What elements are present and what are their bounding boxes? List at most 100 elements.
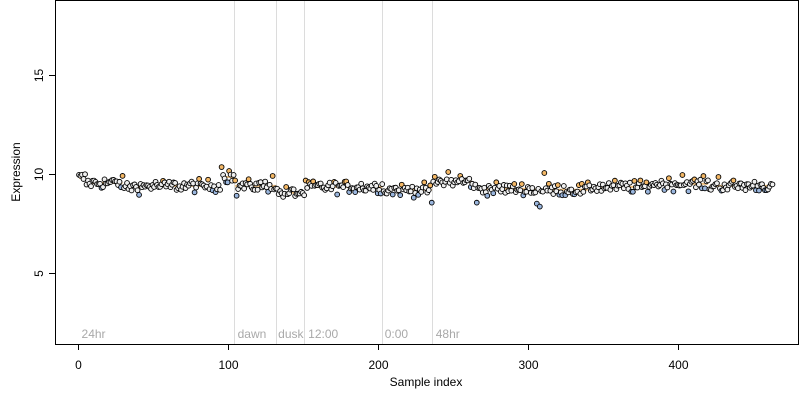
region-labels: 24hr dawn dusk 12:00 0:00 48hr (82, 327, 460, 341)
x-tick-label-4: 400 (668, 358, 688, 372)
data-point-233 (425, 187, 432, 193)
data-point-80 (196, 176, 202, 182)
data-point-93 (215, 182, 222, 188)
data-point-179 (344, 182, 351, 188)
y-axis-title: Expression (9, 142, 23, 201)
data-point-425 (714, 180, 720, 187)
data-point-393 (666, 175, 672, 182)
data-point-202 (379, 181, 386, 187)
y-tick-label-0: 5 (32, 270, 46, 277)
data-point-150 (301, 192, 308, 199)
data-point-214 (397, 192, 404, 199)
data-point-223 (410, 194, 417, 201)
data-point-290 (511, 181, 518, 187)
data-point-402 (679, 172, 686, 178)
data-point-176 (340, 184, 347, 191)
y-tick-label-2: 15 (32, 69, 46, 83)
region-label-5: 48hr (436, 327, 460, 341)
data-point-374 (637, 177, 644, 184)
data-point-396 (670, 188, 677, 195)
data-point-369 (630, 188, 636, 195)
data-point-143 (290, 186, 297, 193)
data-point-319 (554, 182, 561, 188)
data-point-16 (100, 184, 106, 190)
data-point-138 (283, 184, 290, 190)
data-point-265 (473, 199, 480, 206)
data-point-416 (700, 173, 707, 179)
data-point-110 (241, 185, 247, 192)
data-point-392 (664, 184, 671, 191)
data-point-313 (545, 180, 552, 187)
data-point-378 (643, 179, 650, 186)
region-label-1: dawn (238, 327, 267, 341)
data-point-40 (136, 191, 142, 198)
data-point-64 (172, 180, 178, 186)
data-point-453 (756, 187, 762, 194)
data-point-295 (518, 181, 525, 187)
data-point-230 (421, 179, 428, 186)
data-point-196 (370, 187, 377, 193)
data-point-436 (730, 177, 737, 184)
data-points (76, 164, 776, 210)
data-point-444 (742, 187, 749, 193)
data-point-426 (715, 174, 722, 180)
data-point-310 (541, 170, 548, 176)
data-point-209 (389, 191, 396, 198)
data-point-27 (116, 178, 123, 185)
data-point-213 (395, 187, 402, 194)
data-point-4 (82, 171, 88, 178)
x-tick-label-0: 0 (75, 358, 82, 372)
data-point-237 (431, 173, 438, 180)
data-point-103 (230, 172, 237, 178)
data-point-184 (352, 189, 359, 195)
data-point-379 (645, 188, 651, 195)
data-point-272 (484, 192, 491, 199)
data-point-246 (445, 169, 452, 175)
data-point-35 (128, 187, 135, 194)
region-label-0: 24hr (82, 327, 106, 341)
data-point-77 (191, 189, 198, 196)
data-point-152 (304, 185, 311, 191)
data-point-370 (631, 178, 638, 184)
data-point-450 (751, 178, 758, 185)
data-point-86 (205, 176, 211, 183)
x-axis: 0 100 200 300 400 (75, 344, 689, 372)
data-point-417 (702, 185, 708, 192)
y-tick-label-1: 10 (32, 168, 46, 182)
data-point-105 (233, 192, 240, 199)
data-point-94 (217, 186, 223, 193)
data-point-304 (532, 189, 539, 196)
data-point-328 (568, 186, 575, 193)
data-point-198 (373, 183, 380, 189)
vertical-markers (234, 0, 433, 344)
data-point-124 (262, 178, 268, 185)
data-point-413 (696, 181, 702, 188)
region-label-2: dusk (278, 327, 304, 341)
data-point-302 (529, 185, 536, 191)
data-point-29 (119, 173, 126, 179)
data-point-234 (427, 182, 434, 189)
data-point-336 (580, 188, 587, 195)
data-point-414 (697, 176, 704, 183)
data-point-39 (134, 187, 141, 194)
data-point-95 (218, 164, 225, 170)
data-point-260 (466, 175, 473, 182)
data-point-278 (493, 179, 500, 186)
data-point-276 (490, 190, 497, 197)
data-point-323 (560, 183, 567, 189)
x-axis-title: Sample index (390, 375, 463, 389)
data-point-357 (612, 177, 618, 184)
data-point-172 (334, 191, 341, 198)
data-point-8 (88, 183, 94, 190)
x-tick-label-1: 100 (218, 358, 238, 372)
plot-frame (55, 0, 799, 345)
data-point-419 (705, 177, 711, 184)
region-label-3: 12:00 (308, 327, 338, 341)
x-tick-label-2: 200 (368, 358, 388, 372)
data-point-462 (769, 181, 776, 188)
data-point-104 (232, 177, 238, 184)
data-point-129 (269, 173, 276, 179)
region-label-4: 0:00 (385, 327, 409, 341)
